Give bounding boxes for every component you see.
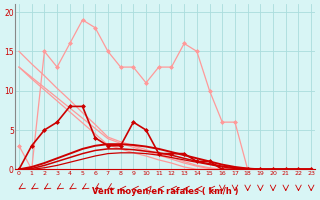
X-axis label: Vent moyen/en rafales ( km/h ): Vent moyen/en rafales ( km/h ) <box>92 187 238 196</box>
